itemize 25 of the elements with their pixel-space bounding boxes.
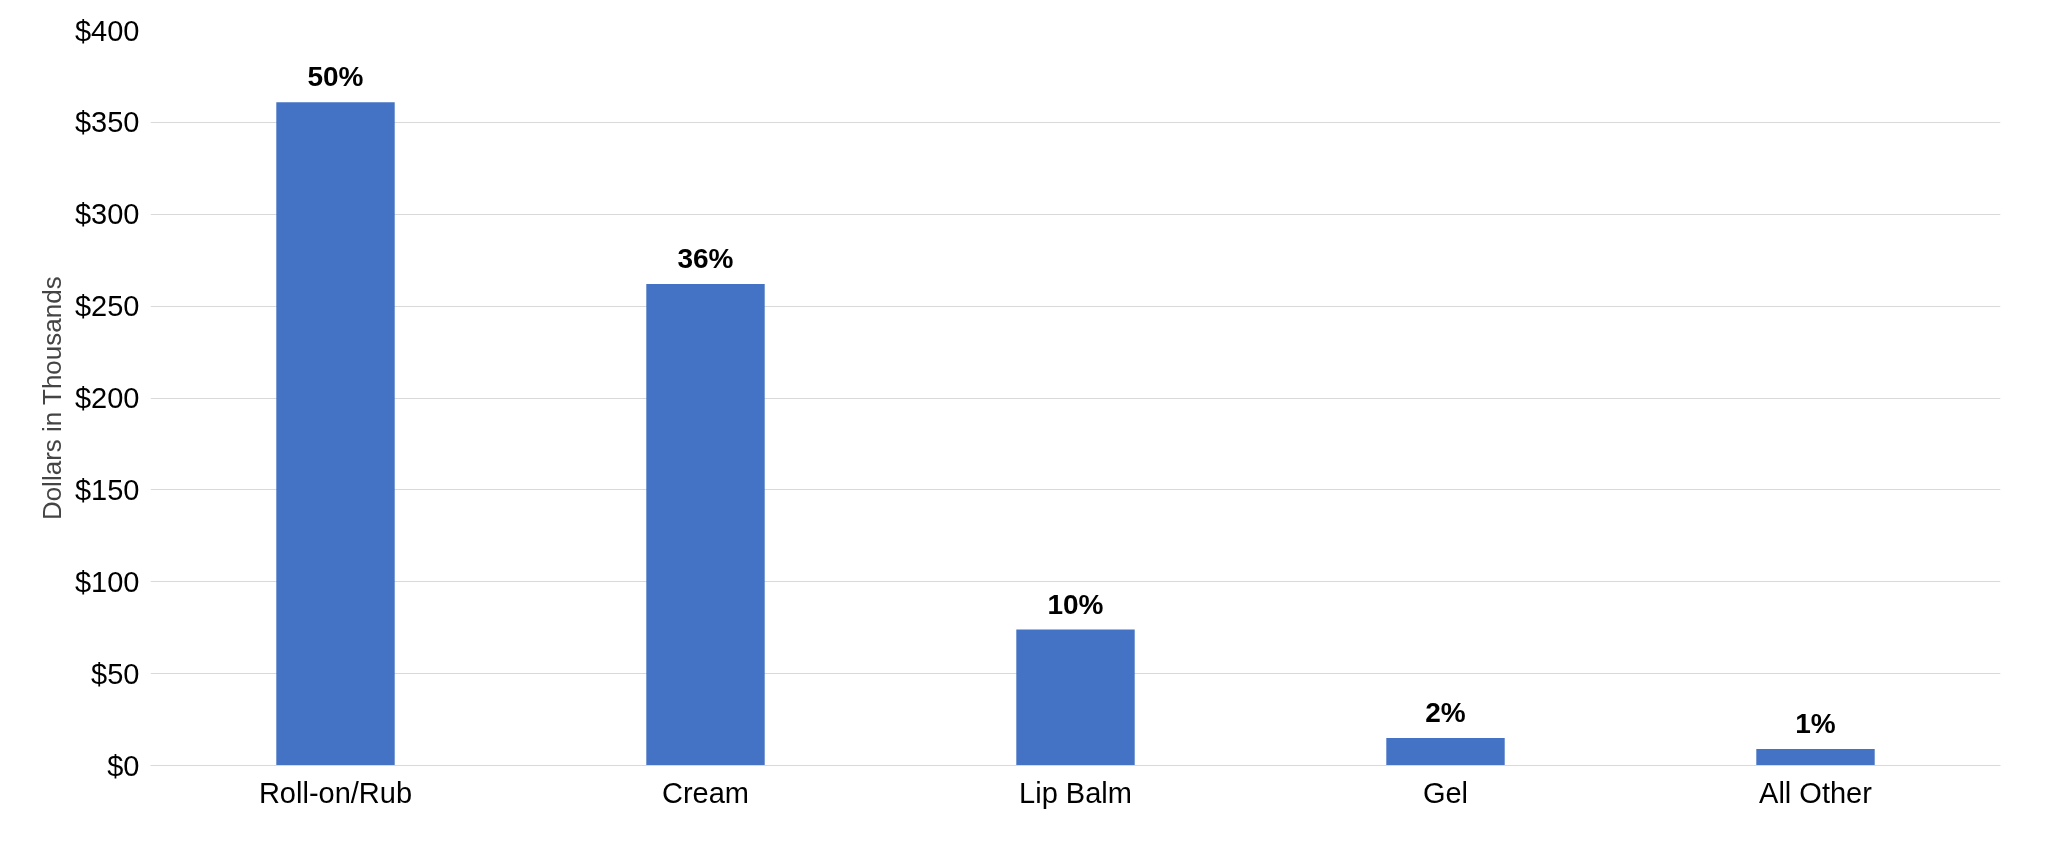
- annotation: 36%: [677, 243, 734, 275]
- annotation: 50%: [307, 61, 364, 93]
- bar: [1756, 748, 1875, 766]
- y-tick-label: $50: [91, 657, 140, 690]
- x-tick-label: Cream: [661, 776, 750, 809]
- bar: [276, 102, 395, 766]
- x-tick-label: All Other: [1759, 776, 1873, 809]
- y-tick-label: $400: [74, 14, 140, 47]
- y-tick-label: $100: [74, 565, 140, 598]
- y-tick-label: $0: [107, 749, 140, 782]
- annotation: 1%: [1795, 707, 1836, 739]
- bar: [1386, 737, 1505, 766]
- x-tick-label: Gel: [1422, 776, 1469, 809]
- bar: [1016, 629, 1135, 766]
- y-axis-title: Dollars in Thousands: [36, 276, 67, 521]
- y-tick-label: $150: [74, 473, 140, 506]
- bar: [646, 284, 765, 766]
- y-tick-label: $300: [74, 198, 140, 231]
- y-tick-label: $250: [74, 290, 140, 323]
- y-tick-label: $200: [74, 382, 140, 414]
- x-tick-label: Roll-on/Rub: [258, 776, 413, 809]
- y-tick-label: $350: [74, 106, 140, 139]
- annotation: 10%: [1047, 588, 1104, 620]
- annotation: 2%: [1425, 696, 1466, 728]
- x-tick-label: Lip Balm: [1019, 776, 1132, 809]
